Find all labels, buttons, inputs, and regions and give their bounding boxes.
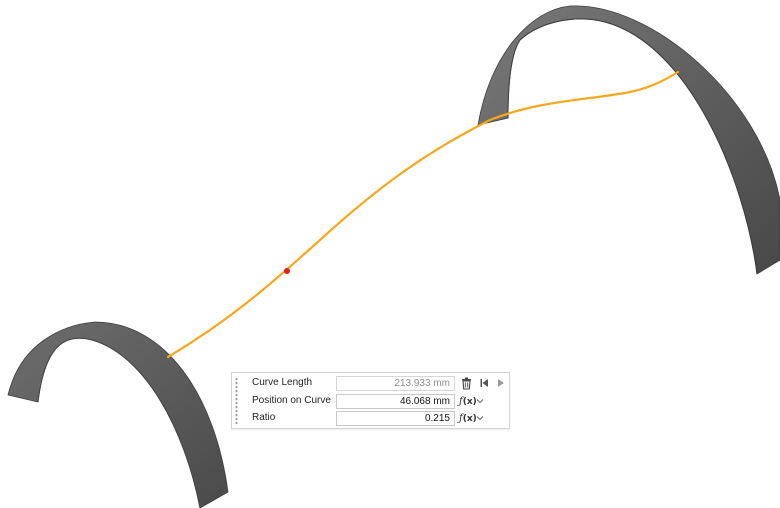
ratio-label: Ratio [252,412,276,423]
curve-length-label: Curve Length [252,377,313,388]
play-icon[interactable] [497,378,505,388]
chevron-down-icon[interactable] [476,396,484,406]
right-arch-surface[interactable] [477,5,780,275]
curve-point-marker[interactable] [284,268,290,274]
selected-curve[interactable] [166,70,680,359]
position-on-curve-label: Position on Curve [252,395,331,406]
fx-var: (x) [462,397,477,407]
function-fx-icon[interactable]: ƒ(x) [459,412,477,426]
curve-length-field: 213.933 mm [336,376,455,391]
left-arch-top-edge [37,337,201,508]
ratio-input[interactable]: 0.215 [336,411,455,426]
chevron-down-icon[interactable] [476,413,484,423]
trash-icon[interactable] [461,377,472,390]
ratio-row: Ratio 0.215 ƒ(x) [232,411,509,427]
curve-point-panel: Curve Length 213.933 mm Position on Curv… [231,372,510,429]
panel-drag-handle[interactable] [235,377,238,425]
right-arch-inner-edge [507,18,758,275]
function-fx-icon[interactable]: ƒ(x) [459,395,477,409]
position-on-curve-row: Position on Curve 46.068 mm ƒ(x) [232,394,509,410]
fx-prefix: ƒ [459,413,463,424]
skip-to-start-icon[interactable] [480,378,489,388]
fx-var: (x) [462,414,477,424]
position-on-curve-input[interactable]: 46.068 mm [336,394,455,409]
fx-prefix: ƒ [459,396,463,407]
left-arch-surface[interactable] [7,321,229,508]
curve-length-row: Curve Length 213.933 mm [232,376,509,392]
